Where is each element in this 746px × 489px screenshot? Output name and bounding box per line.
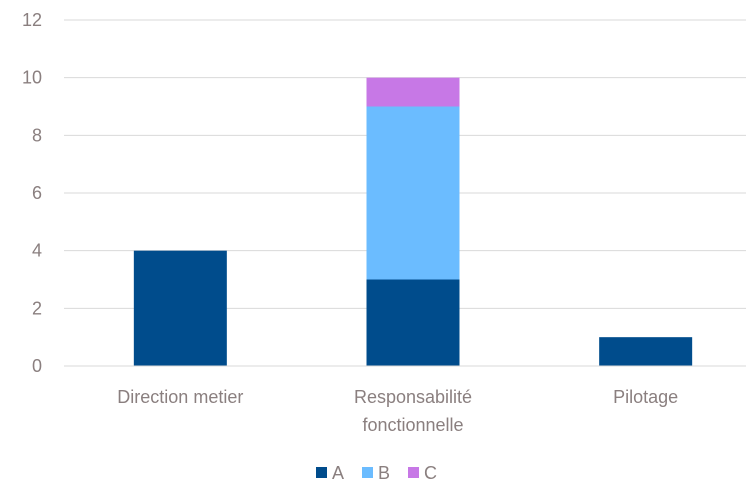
legend-label-B: B [378,463,390,483]
bar-B-1 [366,106,460,280]
y-tick-label-8: 8 [32,125,42,145]
y-tick-label-10: 10 [22,68,42,88]
legend-swatch-B [362,467,373,478]
y-tick-label-6: 6 [32,183,42,203]
bar-A-0 [133,250,227,366]
bars [133,77,693,366]
x-category-label-1-0: Responsabilité [354,387,472,407]
y-tick-label-4: 4 [32,241,42,261]
x-category-label-2-0: Pilotage [613,387,678,407]
legend: A B C [316,463,437,483]
bar-A-2 [599,337,693,366]
legend-label-A: A [332,463,344,483]
x-axis: Direction metier Responsabilité fonctionne… [64,365,746,435]
legend-label-C: C [424,463,437,483]
y-tick-label-0: 0 [32,356,42,376]
bar-C-1 [366,77,460,107]
y-tick-label-12: 12 [22,10,42,30]
y-tick-label-2: 2 [32,298,42,318]
legend-swatch-A [316,467,327,478]
y-axis: 0 2 4 6 8 10 12 [22,10,42,376]
bar-A-1 [366,279,460,366]
x-category-label-1-1: fonctionnelle [362,415,463,435]
x-category-label-0-0: Direction metier [117,387,243,407]
legend-swatch-C [408,467,419,478]
